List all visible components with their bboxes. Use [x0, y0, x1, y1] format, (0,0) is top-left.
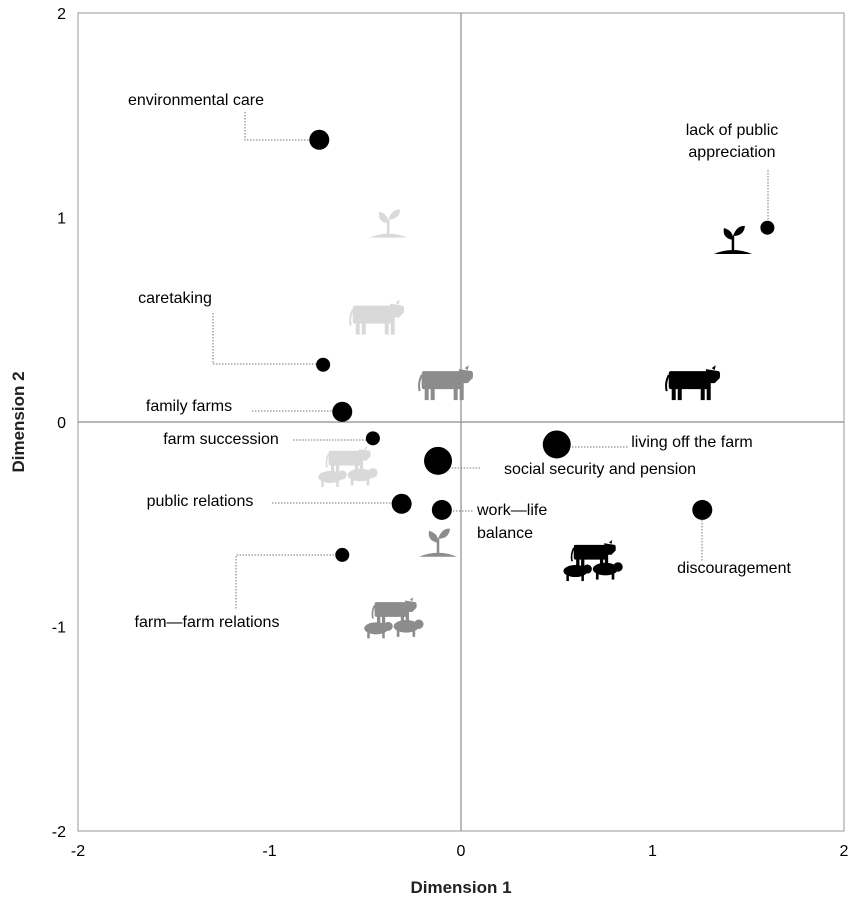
x-tick-label: 1 [648, 843, 657, 860]
mixed-livestock-icon [318, 445, 378, 487]
data-point [424, 446, 453, 475]
point-label: farm succession [163, 431, 279, 448]
y-tick-label: 1 [57, 211, 66, 228]
cow-icon [349, 299, 405, 335]
point-label: discouragement [677, 560, 791, 577]
leader-line [436, 464, 480, 469]
point-label: family farms [146, 398, 232, 415]
data-point [391, 493, 412, 514]
plant-icon [369, 209, 408, 238]
point-label: environmental care [128, 92, 264, 109]
data-point [431, 499, 452, 520]
x-tick-label: 2 [840, 843, 849, 860]
data-point [760, 220, 775, 235]
data-point [332, 401, 353, 422]
plant-icon [713, 225, 752, 255]
point-label: living off the farm [631, 434, 753, 451]
y-tick-label: 0 [57, 415, 66, 432]
point-label: social security and pension [504, 461, 696, 478]
data-point [309, 129, 330, 150]
data-point [335, 547, 350, 562]
mixed-livestock-icon [563, 539, 623, 582]
point-label: caretaking [138, 290, 212, 307]
x-tick-label: -1 [262, 843, 276, 860]
leader-line [212, 313, 321, 365]
x-axis-title: Dimension 1 [410, 878, 511, 897]
y-axis-title: Dimension 2 [9, 371, 28, 472]
cow-icon [665, 365, 721, 401]
x-tick-label: -2 [71, 843, 85, 860]
mixed-livestock-icon [364, 597, 424, 639]
point-label: farm—farm relations [135, 614, 280, 631]
data-point [365, 431, 380, 446]
cow-icon [418, 365, 474, 401]
data-point [316, 357, 331, 372]
data-point [692, 499, 713, 520]
point-label: work—life balance [476, 502, 547, 542]
y-tick-label: -1 [52, 620, 66, 637]
data-point [542, 430, 571, 459]
x-tick-label: 0 [457, 843, 466, 860]
point-label: lack of public appreciation [686, 122, 779, 161]
y-tick-label: -2 [52, 824, 66, 841]
plant-icon [419, 528, 458, 557]
leader-line [244, 112, 318, 141]
point-label: public relations [147, 493, 254, 510]
y-tick-label: 2 [57, 6, 66, 23]
